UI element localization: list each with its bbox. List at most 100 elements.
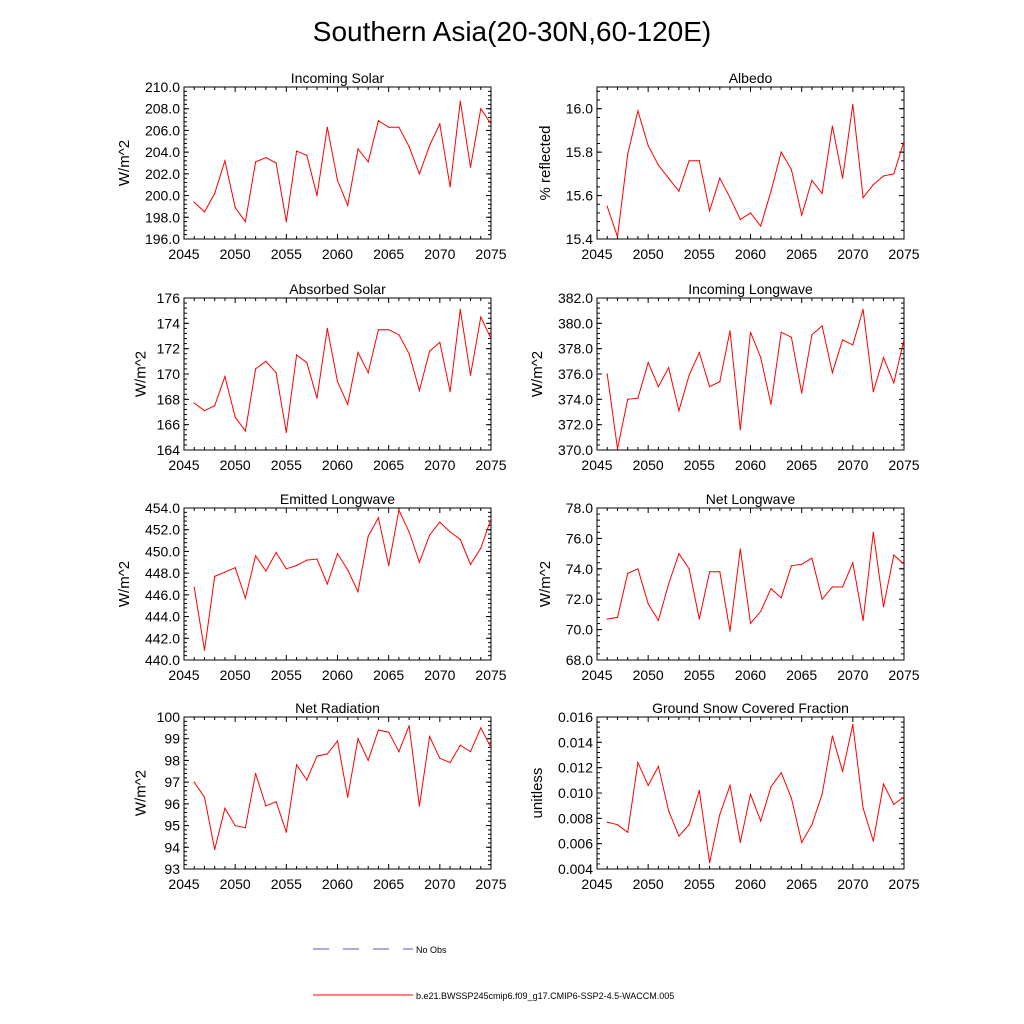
data-point (306, 362, 308, 364)
data-point (903, 140, 904, 142)
x-tick-label: 2065 (786, 246, 817, 262)
x-tick-label: 2070 (837, 667, 868, 683)
data-point (388, 731, 390, 733)
panel-emitted-longwave: Emitted Longwave 2045 2050 2055 2060 2065 2070… (116, 491, 507, 683)
data-point (367, 535, 369, 537)
data-point (224, 375, 226, 378)
data-point (439, 521, 441, 523)
data-point (316, 195, 318, 197)
y-axis-label: W/m^2 (132, 351, 149, 397)
plot-frame (183, 507, 492, 661)
data-point (326, 327, 328, 329)
data-point (490, 337, 491, 340)
data-point (255, 555, 257, 557)
y-tick-label: 196.0 (145, 231, 180, 247)
data-point (637, 397, 639, 399)
data-point (821, 325, 823, 327)
data-point (637, 568, 639, 570)
data-point (668, 583, 670, 585)
data-point (678, 190, 680, 192)
x-tick-label: 2045 (168, 667, 199, 683)
data-point (275, 551, 277, 554)
x-tick-label: 2075 (475, 457, 506, 473)
x-tick-label: 2050 (633, 667, 664, 683)
data-point (234, 825, 236, 827)
data-point (459, 744, 461, 746)
y-tick-label: 99 (164, 731, 180, 747)
data-point (647, 603, 649, 605)
data-point (862, 807, 864, 809)
y-tick-label: 198.0 (145, 209, 180, 225)
series-line (193, 309, 491, 433)
x-tick-label: 2060 (735, 876, 766, 892)
data-point (760, 225, 762, 227)
y-tick-label: 204.0 (145, 144, 180, 160)
data-point (616, 616, 619, 619)
x-tick-label: 2065 (373, 457, 404, 473)
data-point (357, 591, 359, 593)
data-point (903, 563, 904, 565)
y-tick-label: 208.0 (145, 101, 180, 117)
data-point (490, 123, 491, 125)
y-tick-label: 206.0 (145, 122, 180, 138)
data-point (698, 618, 700, 620)
panel-net-longwave: Net Longwave 2045 2050 2055 2060 2065 2070 2075… (537, 491, 920, 683)
data-point (439, 757, 441, 759)
x-tick-label: 2050 (220, 876, 251, 892)
data-point (429, 350, 431, 352)
data-point (388, 564, 390, 567)
data-point (668, 367, 670, 369)
y-tick-label: 172 (157, 341, 181, 357)
data-point (719, 177, 721, 179)
x-tick-label: 2065 (373, 246, 404, 262)
data-point (893, 382, 895, 384)
data-point (647, 362, 649, 364)
y-tick-label: 0.006 (558, 836, 593, 852)
x-tick-label: 2065 (373, 876, 404, 892)
x-tick-label: 2045 (581, 246, 612, 262)
data-point (347, 204, 349, 206)
x-tick-label: 2070 (837, 246, 868, 262)
data-point (862, 308, 864, 310)
data-point (790, 797, 793, 799)
data-point (780, 151, 782, 153)
data-point (709, 386, 711, 388)
data-point (439, 123, 441, 125)
x-tick-label: 2050 (220, 667, 251, 683)
data-point (903, 796, 904, 798)
data-point (770, 588, 772, 590)
y-tick-label: 376.0 (558, 366, 593, 382)
panel-title: Incoming Solar (291, 70, 385, 86)
data-point (398, 334, 400, 336)
data-point (336, 381, 339, 383)
y-tick-label: 0.004 (558, 861, 593, 877)
y-tick-label: 70.0 (566, 622, 593, 638)
data-point (244, 430, 246, 432)
data-point (449, 762, 451, 764)
y-tick-label: 94 (164, 839, 180, 855)
data-point (296, 354, 298, 356)
y-tick-label: 96 (164, 796, 180, 812)
data-point (852, 562, 854, 564)
legend-label-model-run: b.e21.BWSSP245cmip6.f09_g17.CMIP6-SSP2-4… (416, 991, 674, 1001)
y-tick-label: 0.016 (558, 709, 593, 725)
data-point (316, 558, 318, 560)
y-tick-label: 450.0 (145, 543, 180, 559)
data-point (275, 162, 277, 164)
x-tick-label: 2070 (837, 876, 868, 892)
data-point (780, 597, 782, 599)
x-tick-label: 2075 (475, 667, 506, 683)
data-point (336, 740, 339, 742)
plot-frame (596, 507, 905, 661)
data-point (480, 108, 482, 110)
data-point (872, 531, 874, 533)
legend-item-model-run: b.e21.BWSSP245cmip6.f09_g17.CMIP6-SSP2-4… (313, 991, 674, 1001)
panel-title: Net Longwave (706, 491, 796, 507)
y-axis-label: W/m^2 (537, 561, 554, 607)
data-point (459, 308, 461, 310)
x-tick-label: 2065 (786, 876, 817, 892)
x-tick-label: 2070 (424, 246, 455, 262)
x-tick-label: 2070 (424, 876, 455, 892)
x-tick-label: 2060 (322, 667, 353, 683)
plot-frame (596, 86, 905, 240)
